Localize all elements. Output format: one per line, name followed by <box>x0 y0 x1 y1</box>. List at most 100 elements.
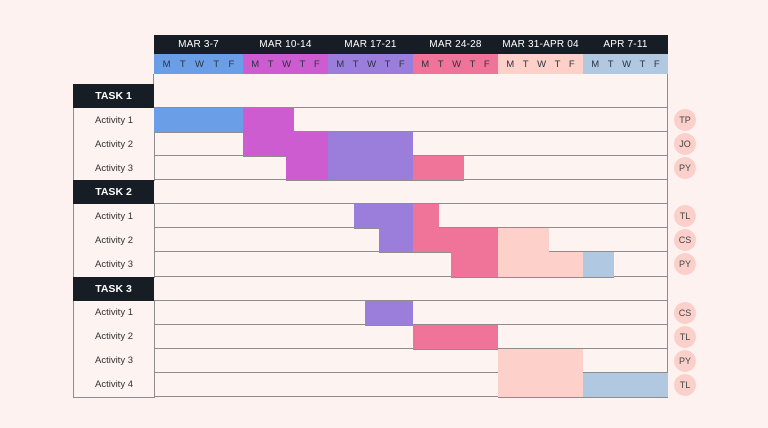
activity-label: Activity 3 <box>73 156 155 182</box>
activity-label: Activity 4 <box>73 372 155 398</box>
gantt-bar <box>243 108 294 134</box>
grid-cell <box>327 324 413 349</box>
grid-cell <box>153 228 243 253</box>
grid-cell <box>327 74 413 108</box>
grid-cell <box>497 132 583 157</box>
day-label: T <box>469 58 476 70</box>
day-label: T <box>267 58 274 70</box>
owner-avatar: JO <box>674 133 696 156</box>
grid-cell <box>412 372 498 397</box>
gantt-bar <box>413 228 498 254</box>
gantt-bar <box>498 372 583 398</box>
grid-cell <box>582 276 668 301</box>
grid-cell <box>153 276 243 301</box>
grid-cell <box>153 74 243 108</box>
grid-cell <box>582 300 668 325</box>
gantt-bar <box>285 156 328 182</box>
grid-cell <box>497 156 583 181</box>
grid-cell <box>497 180 583 205</box>
owner-avatar: TL <box>674 325 696 348</box>
day-label: T <box>299 58 306 70</box>
day-label: M <box>162 58 171 70</box>
day-label: T <box>437 58 444 70</box>
day-label: M <box>421 58 430 70</box>
day-label: T <box>607 58 614 70</box>
grid-cell <box>327 372 413 397</box>
grid-cell <box>412 180 498 205</box>
grid-cell <box>582 228 668 253</box>
day-label: W <box>282 58 292 70</box>
grid-cell <box>242 324 328 349</box>
day-label: F <box>398 58 405 70</box>
activity-label: Activity 3 <box>73 348 155 374</box>
grid-cell <box>582 156 668 181</box>
gantt-bar <box>365 300 413 326</box>
day-label: F <box>653 58 660 70</box>
grid-cell <box>497 276 583 301</box>
grid-cell <box>412 276 498 301</box>
day-label: T <box>213 58 220 70</box>
grid-cell <box>153 252 243 277</box>
grid-cell <box>327 108 413 133</box>
grid-cell <box>582 132 668 157</box>
day-label: M <box>336 58 345 70</box>
grid-cell <box>242 74 328 108</box>
owner-avatar: PY <box>674 253 696 276</box>
grid-cell <box>497 324 583 349</box>
week-header: MAR 3-7 <box>154 35 243 54</box>
day-label: F <box>313 58 320 70</box>
day-label: M <box>506 58 515 70</box>
day-label: T <box>522 58 529 70</box>
gantt-bar <box>451 252 498 278</box>
activity-label: Activity 1 <box>73 300 155 326</box>
gantt-bar <box>498 252 583 278</box>
day-label: M <box>591 58 600 70</box>
day-label: M <box>251 58 260 70</box>
grid-cell <box>412 348 498 373</box>
day-label: T <box>384 58 391 70</box>
gantt-bar <box>498 348 583 374</box>
owner-avatar: TL <box>674 205 696 228</box>
gantt-bar <box>413 156 464 182</box>
activity-label: Activity 2 <box>73 132 155 158</box>
grid-cell <box>327 180 413 205</box>
grid-cell <box>497 74 583 108</box>
task-label: TASK 1 <box>73 84 154 108</box>
grid-cell <box>412 300 498 325</box>
day-label: W <box>195 58 205 70</box>
gantt-bar <box>413 204 439 230</box>
owner-avatar: TL <box>674 373 696 396</box>
gantt-bar <box>583 252 614 278</box>
gantt-bar <box>243 132 328 158</box>
day-label: T <box>179 58 186 70</box>
owner-avatar: TP <box>674 109 696 131</box>
grid-cell <box>242 204 328 229</box>
activity-label: Activity 3 <box>73 252 155 278</box>
grid-cell <box>242 372 328 397</box>
grid-cell <box>497 204 583 229</box>
grid-cell <box>242 228 328 253</box>
gantt-bar <box>583 372 668 398</box>
gantt-bar <box>328 156 413 182</box>
grid-cell <box>327 348 413 373</box>
day-label: T <box>352 58 359 70</box>
grid-cell <box>153 204 243 229</box>
task-label: TASK 3 <box>73 276 154 301</box>
day-label: T <box>554 58 561 70</box>
activity-label: Activity 2 <box>73 228 155 254</box>
week-header: MAR 10-14 <box>243 35 328 54</box>
day-label: W <box>452 58 462 70</box>
activity-label: Activity 1 <box>73 204 155 230</box>
grid-cell <box>153 324 243 349</box>
week-header: MAR 24-28 <box>413 35 498 54</box>
grid-cell <box>242 252 328 277</box>
grid-cell <box>412 108 498 133</box>
grid-cell <box>153 348 243 373</box>
day-label: W <box>622 58 632 70</box>
grid-cell <box>582 108 668 133</box>
